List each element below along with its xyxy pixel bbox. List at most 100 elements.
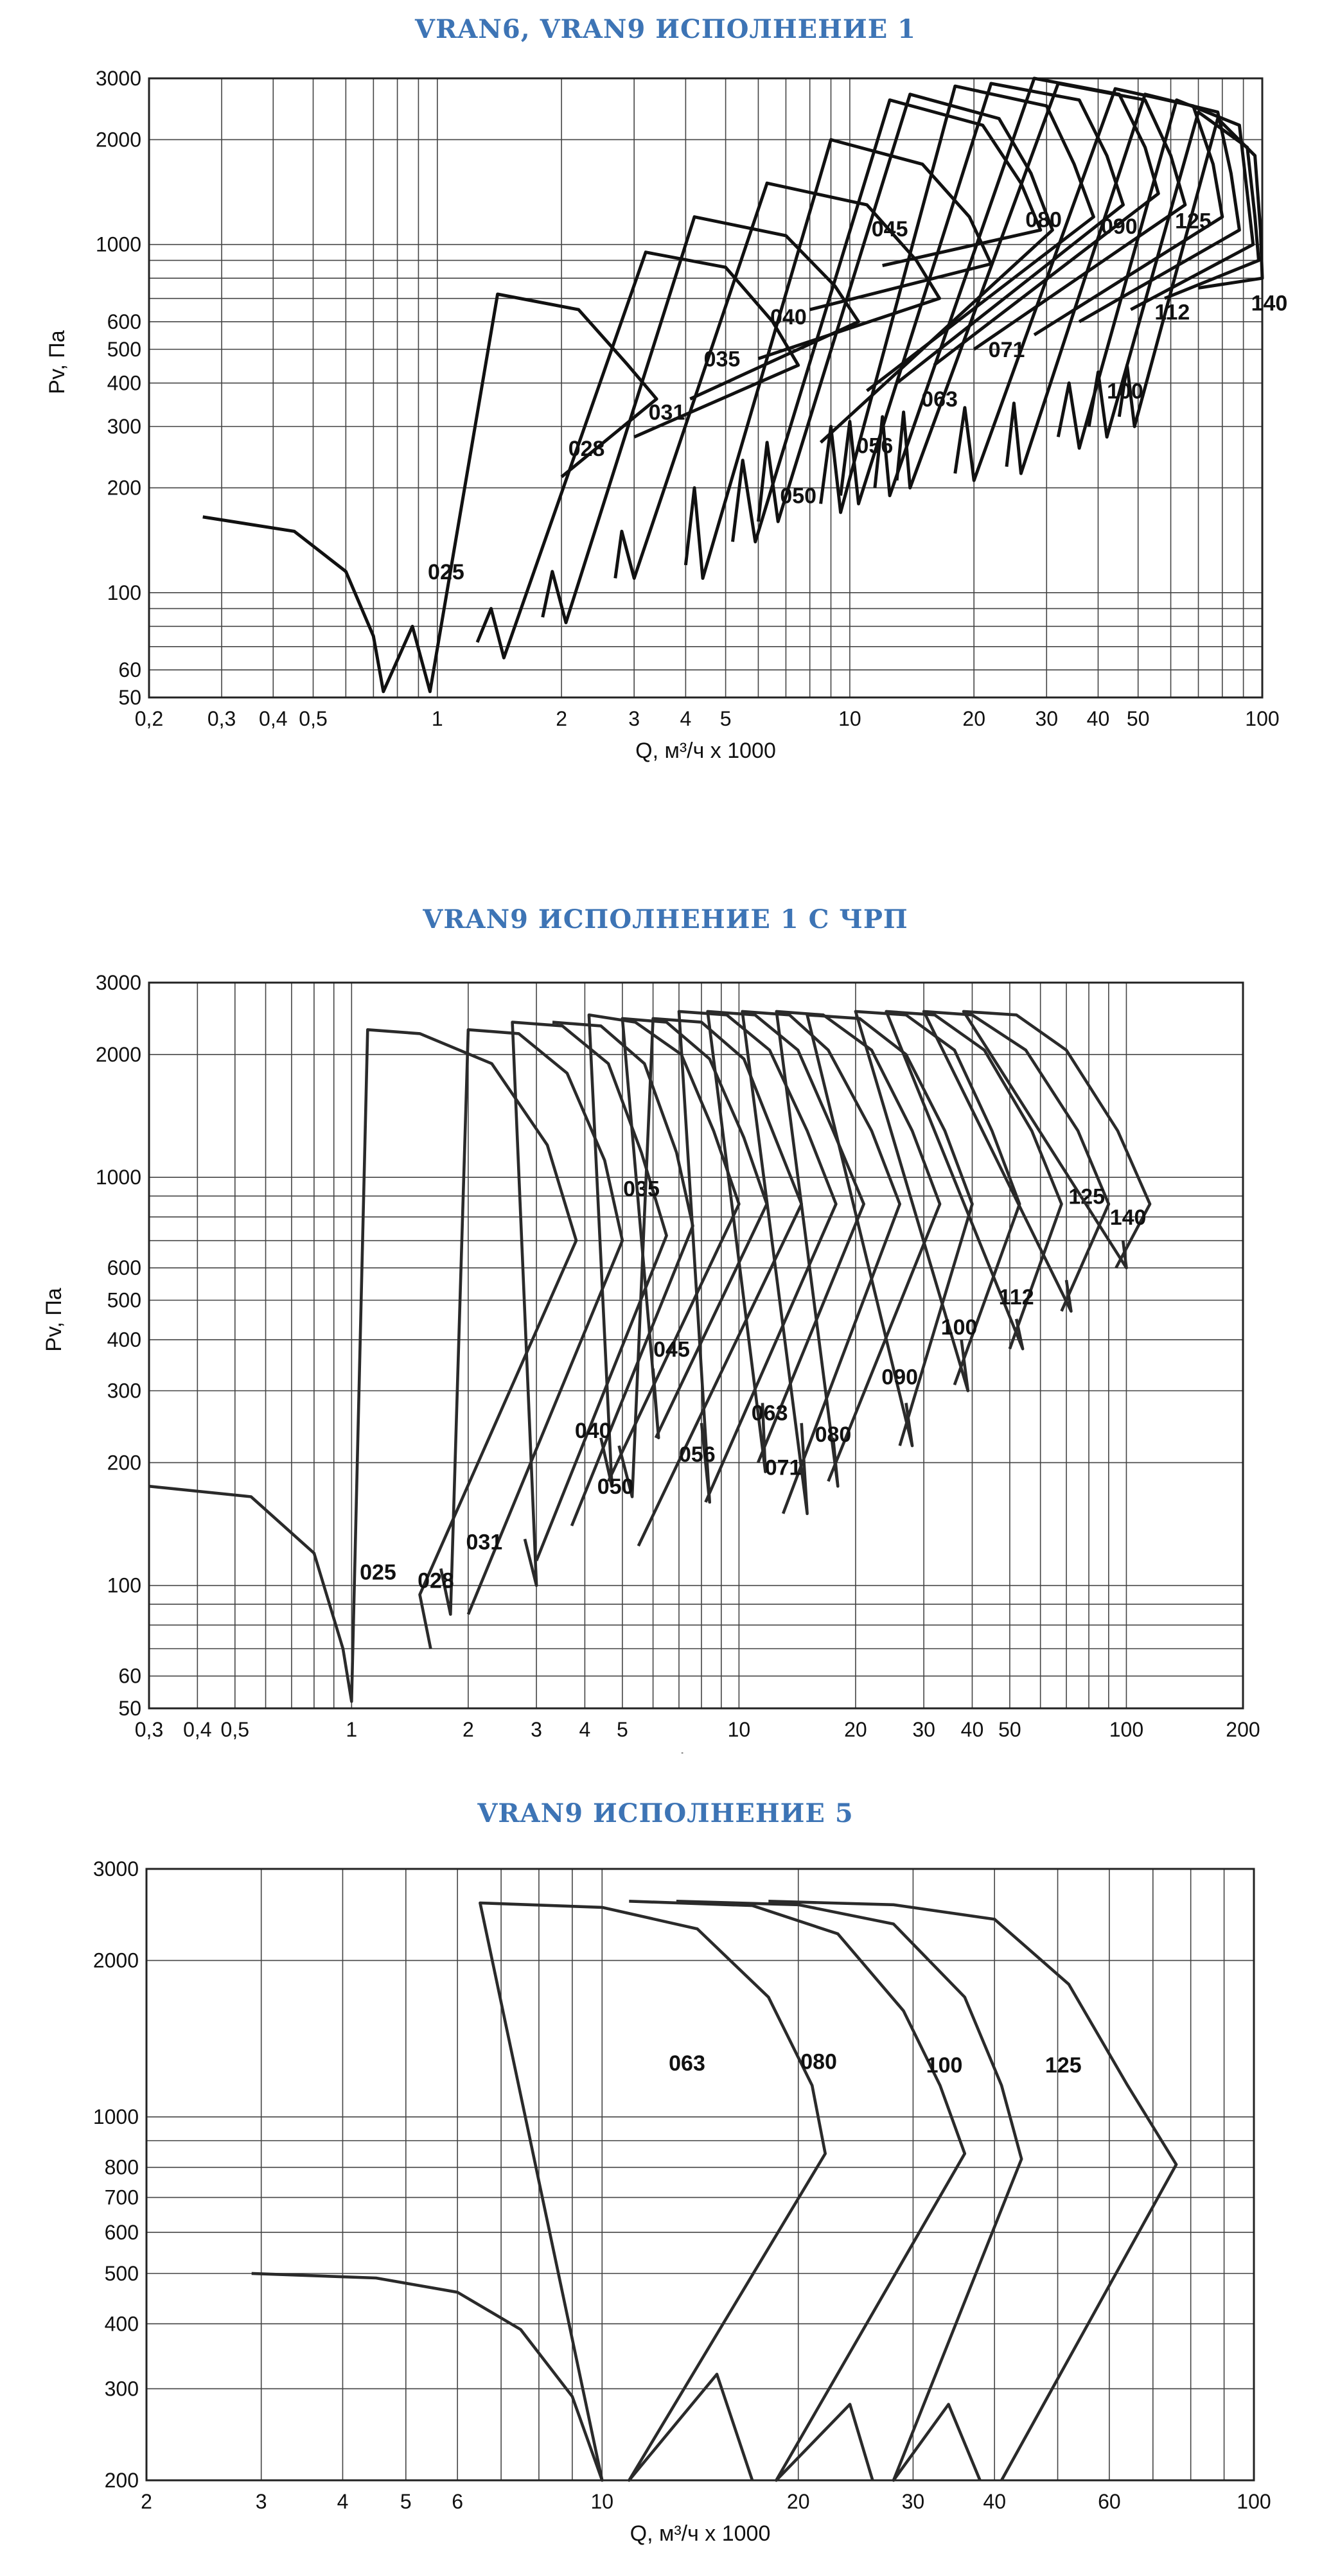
series-label: 100 [941, 1315, 978, 1340]
x-tick-label: 5 [617, 1718, 628, 1741]
series-label: 063 [752, 1401, 788, 1426]
y-tick-label: 600 [107, 1256, 141, 1279]
fan-curve-035 [552, 1021, 694, 1527]
fan-curve-035 [613, 181, 941, 580]
fan-curve-050 [757, 92, 1054, 523]
fan-curve-080 [895, 82, 1187, 490]
y-axis-label: Pv, Па [45, 330, 69, 394]
fan-curve-025 [202, 292, 658, 694]
y-tick-label: 3000 [93, 1857, 139, 1880]
y-tick-label: 1000 [96, 1166, 141, 1189]
series-label: 050 [780, 484, 816, 509]
y-tick-label: 300 [107, 1379, 141, 1402]
chart-1: 0,2 0,3 0,4 0,5 1 2 3 4 5 10 20 30 40 50 100 50 60 100 200… [45, 67, 1288, 763]
fan-curve-040 [683, 138, 993, 580]
y-tick-label: 1000 [96, 233, 141, 256]
fan-curve-112 [885, 1010, 1063, 1351]
y-tick-label: 1000 [93, 2105, 139, 2128]
y-tick-label: 2000 [96, 1043, 141, 1066]
y-tick-label: 50 [118, 686, 141, 709]
series-label: 112 [1154, 301, 1190, 325]
x-axis-label: Q, м³/ч х 1000 [626, 1749, 766, 1753]
x-tick-label: 20 [962, 707, 985, 730]
x-tick-label: 0,3 [207, 707, 236, 730]
fan-curve-040 [587, 1013, 741, 1488]
grid [146, 1869, 1254, 2480]
x-tick-label: 3 [628, 707, 640, 730]
fan-curve-025 [148, 1028, 578, 1703]
x-tick-label: 50 [998, 1718, 1021, 1741]
series-label: 045 [872, 217, 908, 241]
x-axis: 0,3 0,4 0,5 1 2 3 4 5 10 20 30 40 50 100 200 [135, 1718, 1260, 1741]
series-label: 080 [815, 1423, 852, 1447]
chart-title: VRAN9 ИСПОЛНЕНИЕ 5 [477, 1798, 854, 1828]
y-tick-label: 100 [107, 581, 141, 604]
x-tick-label: 20 [844, 1718, 867, 1741]
x-tick-label: 60 [1098, 2490, 1121, 2513]
y-axis: 50 60 100 200 300 400 500 600 1000 2000 3000 [96, 67, 141, 709]
series-label: 112 [999, 1285, 1034, 1310]
x-tick-label: 0,5 [299, 707, 327, 730]
x-tick-label: 20 [787, 2490, 810, 2513]
series-label: 025 [360, 1560, 396, 1584]
series-label: 031 [649, 401, 685, 425]
fan-curve-045 [731, 98, 1043, 544]
y-tick-label: 600 [107, 310, 141, 333]
fan-curve-045 [621, 1017, 768, 1440]
fan-curve-028 [475, 250, 800, 660]
chart-title: VRAN6, VRAN9 ИСПОЛНЕНИЕ 1 [415, 14, 916, 44]
x-tick-label: 6 [452, 2490, 463, 2513]
y-tick-label: 200 [105, 2469, 139, 2492]
series-label: 071 [765, 1455, 802, 1480]
x-tick-label: 2 [556, 707, 567, 730]
series-label: 031 [466, 1530, 502, 1555]
y-axis: 50 60 100 200 300 400 500 600 1000 2000 3000 [96, 971, 141, 1720]
x-tick-label: 10 [590, 2490, 613, 2513]
series-label: 028 [418, 1569, 454, 1593]
plot-frame [145, 1868, 1255, 2482]
fan-curve-031 [541, 215, 860, 624]
series-label: 080 [1025, 208, 1062, 232]
x-tick-label: 100 [1237, 2490, 1271, 2513]
series-label: 090 [881, 1365, 918, 1389]
x-tick-label: 30 [1035, 707, 1058, 730]
x-tick-label: 1 [346, 1718, 357, 1741]
y-tick-label: 500 [107, 338, 141, 361]
plot-frame [148, 981, 1244, 1710]
fan-curve-125 [1087, 110, 1260, 439]
fan-curve-031 [511, 1021, 668, 1587]
y-axis-label: Pv, Па [42, 1288, 66, 1351]
x-tick-label: 5 [400, 2490, 412, 2513]
series-label: 063 [669, 2051, 705, 2076]
fan-curve-100 [676, 1900, 1023, 2482]
y-tick-label: 50 [118, 1697, 141, 1720]
series-label: 035 [623, 1177, 660, 1201]
fan-curve-090 [806, 1013, 974, 1448]
x-tick-label: 0,5 [221, 1718, 249, 1741]
x-tick-label: 40 [983, 2490, 1006, 2513]
series-label: 040 [770, 305, 807, 329]
series-label: 028 [569, 437, 605, 461]
y-tick-label: 100 [107, 1574, 141, 1597]
x-tick-label: 10 [838, 707, 861, 730]
y-tick-label: 3000 [96, 67, 141, 90]
fan-curve-050 [617, 1017, 803, 1547]
fan-curve-056 [677, 1010, 838, 1504]
x-tick-label: 30 [902, 2490, 925, 2513]
series-label: 140 [1251, 291, 1288, 315]
y-tick-label: 700 [105, 2186, 139, 2209]
x-tick-label: 0,4 [183, 1718, 211, 1741]
plot-frame [148, 77, 1264, 699]
y-axis: 200 300 400 500 600 700 800 1000 2000 3000 [93, 1857, 139, 2492]
fan-curve-071 [741, 1010, 901, 1516]
x-axis: 0,2 0,3 0,4 0,5 1 2 3 4 5 10 20 30 40 50 100 [135, 707, 1280, 730]
fan-curve-140 [1117, 117, 1264, 428]
y-tick-label: 60 [118, 658, 141, 681]
fan-curve-080 [775, 1010, 942, 1488]
x-axis-label: Q, м³/ч х 1000 [630, 2521, 771, 2546]
y-tick-label: 3000 [96, 971, 141, 994]
fan-curve-140 [962, 1010, 1152, 1270]
fan-curve-063 [251, 1901, 827, 2482]
